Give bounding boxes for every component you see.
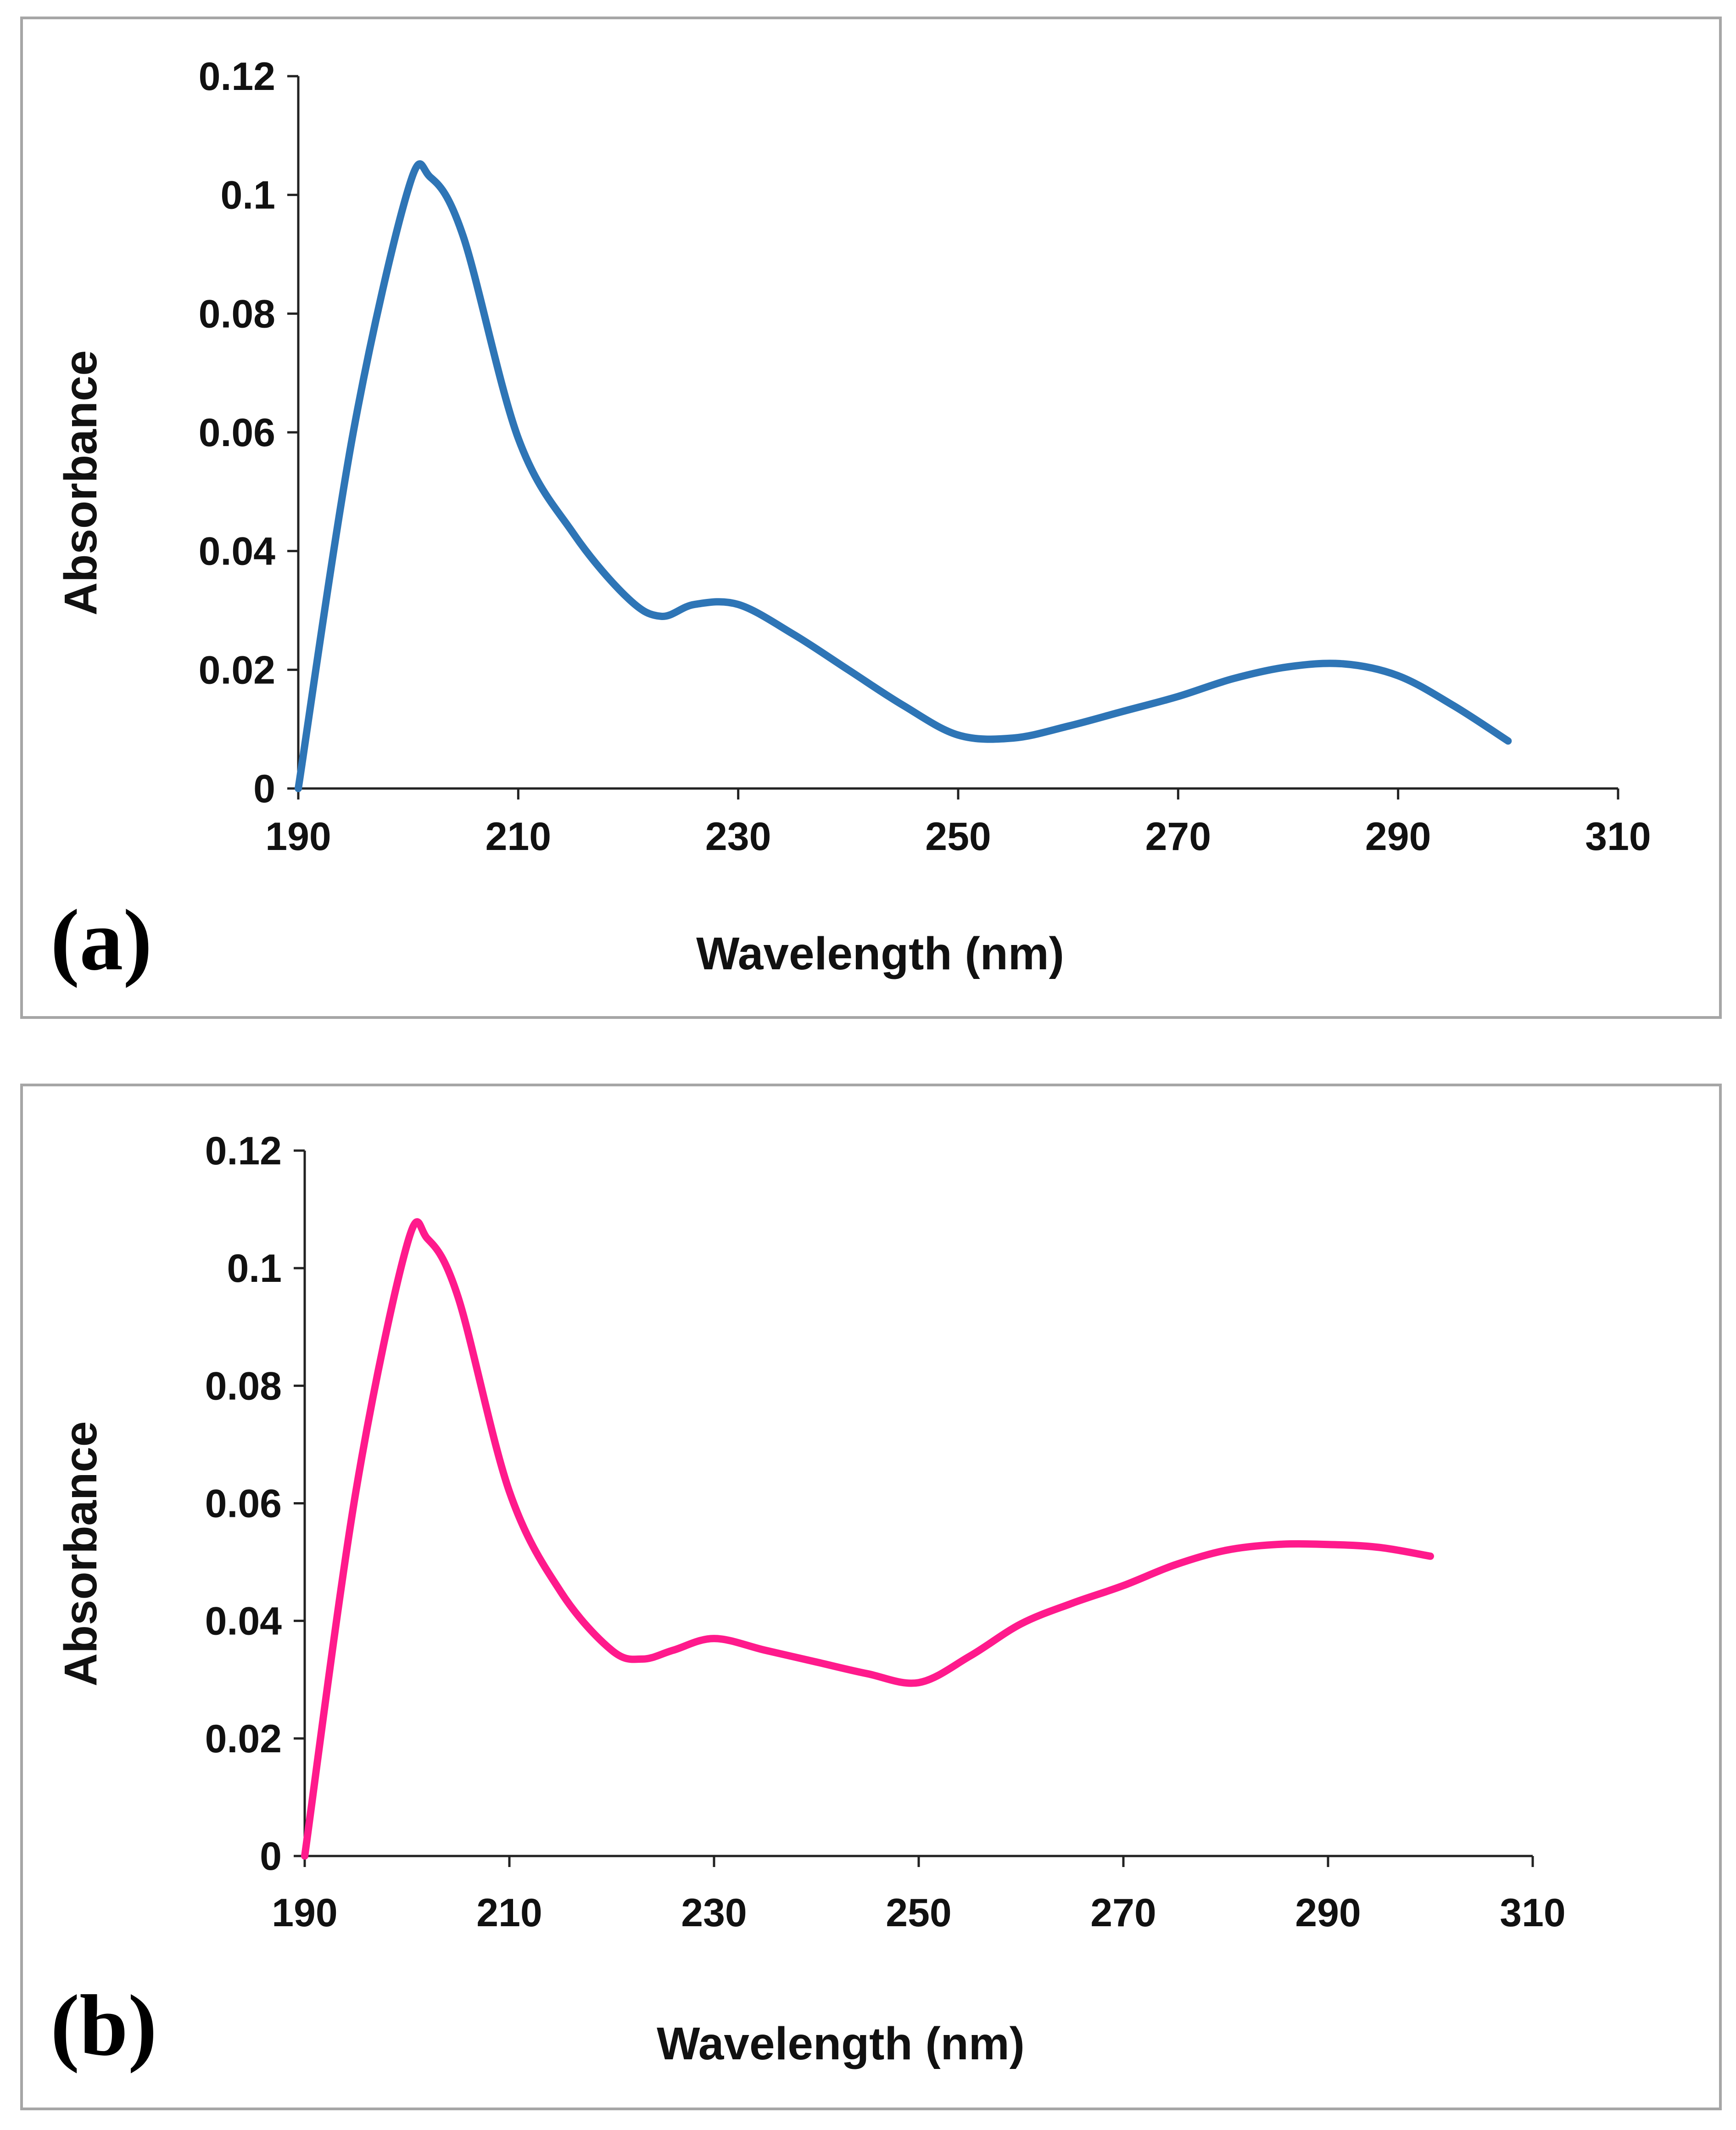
y-tick-label: 0.12 xyxy=(205,1129,282,1173)
x-tick-label: 290 xyxy=(1365,815,1431,859)
x-tick-label: 310 xyxy=(1500,1891,1566,1935)
x-tick-label: 230 xyxy=(681,1891,747,1935)
x-tick-label: 210 xyxy=(476,1891,542,1935)
x-tick-label: 230 xyxy=(705,815,771,859)
y-tick-label: 0.02 xyxy=(199,648,275,692)
x-tick-label: 190 xyxy=(272,1891,338,1935)
y-axis-title: Absorbance xyxy=(55,1421,106,1687)
y-tick-label: 0.04 xyxy=(199,530,276,574)
x-axis-title: Wavelength (nm) xyxy=(657,2018,1025,2069)
panel-label: (b) xyxy=(50,1978,157,2074)
absorbance-series-line xyxy=(295,160,1512,792)
x-tick-label: 270 xyxy=(1090,1891,1156,1935)
y-tick-label: 0 xyxy=(260,1834,282,1878)
chart-a-svg: 0 0.02 0.04 0.06 0.08 0.1 0.12 190 210 230 250 270 2… xyxy=(50,55,1651,989)
y-tick-label: 0.04 xyxy=(205,1599,282,1644)
x-tick-label: 210 xyxy=(486,815,552,859)
panel-label: (a) xyxy=(50,892,152,989)
y-tick-label: 0.02 xyxy=(205,1717,282,1761)
x-tick-label: 250 xyxy=(925,815,991,859)
y-tick-label: 0 xyxy=(253,767,275,811)
absorbance-series-line xyxy=(301,1218,1434,1860)
chart-panel-a: 0 0.02 0.04 0.06 0.08 0.1 0.12 190 210 230 250 270 2… xyxy=(20,17,1722,1019)
x-tick-label: 290 xyxy=(1295,1891,1361,1935)
y-tick-label: 0.06 xyxy=(205,1482,282,1526)
y-tick-label: 0.06 xyxy=(199,411,275,455)
y-tick-label: 0.1 xyxy=(220,173,275,218)
chart-panel-b: 0 0.02 0.04 0.06 0.08 0.1 0.12 190 210 230 250 270 2… xyxy=(20,1084,1722,2110)
y-tick-label: 0.12 xyxy=(199,55,275,99)
y-axis-title: Absorbance xyxy=(55,350,106,615)
chart-b-svg: 0 0.02 0.04 0.06 0.08 0.1 0.12 190 210 230 250 270 2… xyxy=(50,1129,1566,2074)
y-tick-label: 0.08 xyxy=(199,292,275,336)
x-tick-label: 190 xyxy=(265,815,331,859)
y-tick-label: 0.08 xyxy=(205,1364,282,1408)
x-tick-label: 270 xyxy=(1145,815,1211,859)
x-tick-label: 310 xyxy=(1585,815,1651,859)
y-tick-label: 0.1 xyxy=(227,1247,282,1291)
x-axis-title: Wavelength (nm) xyxy=(696,928,1064,979)
x-tick-label: 250 xyxy=(886,1891,952,1935)
